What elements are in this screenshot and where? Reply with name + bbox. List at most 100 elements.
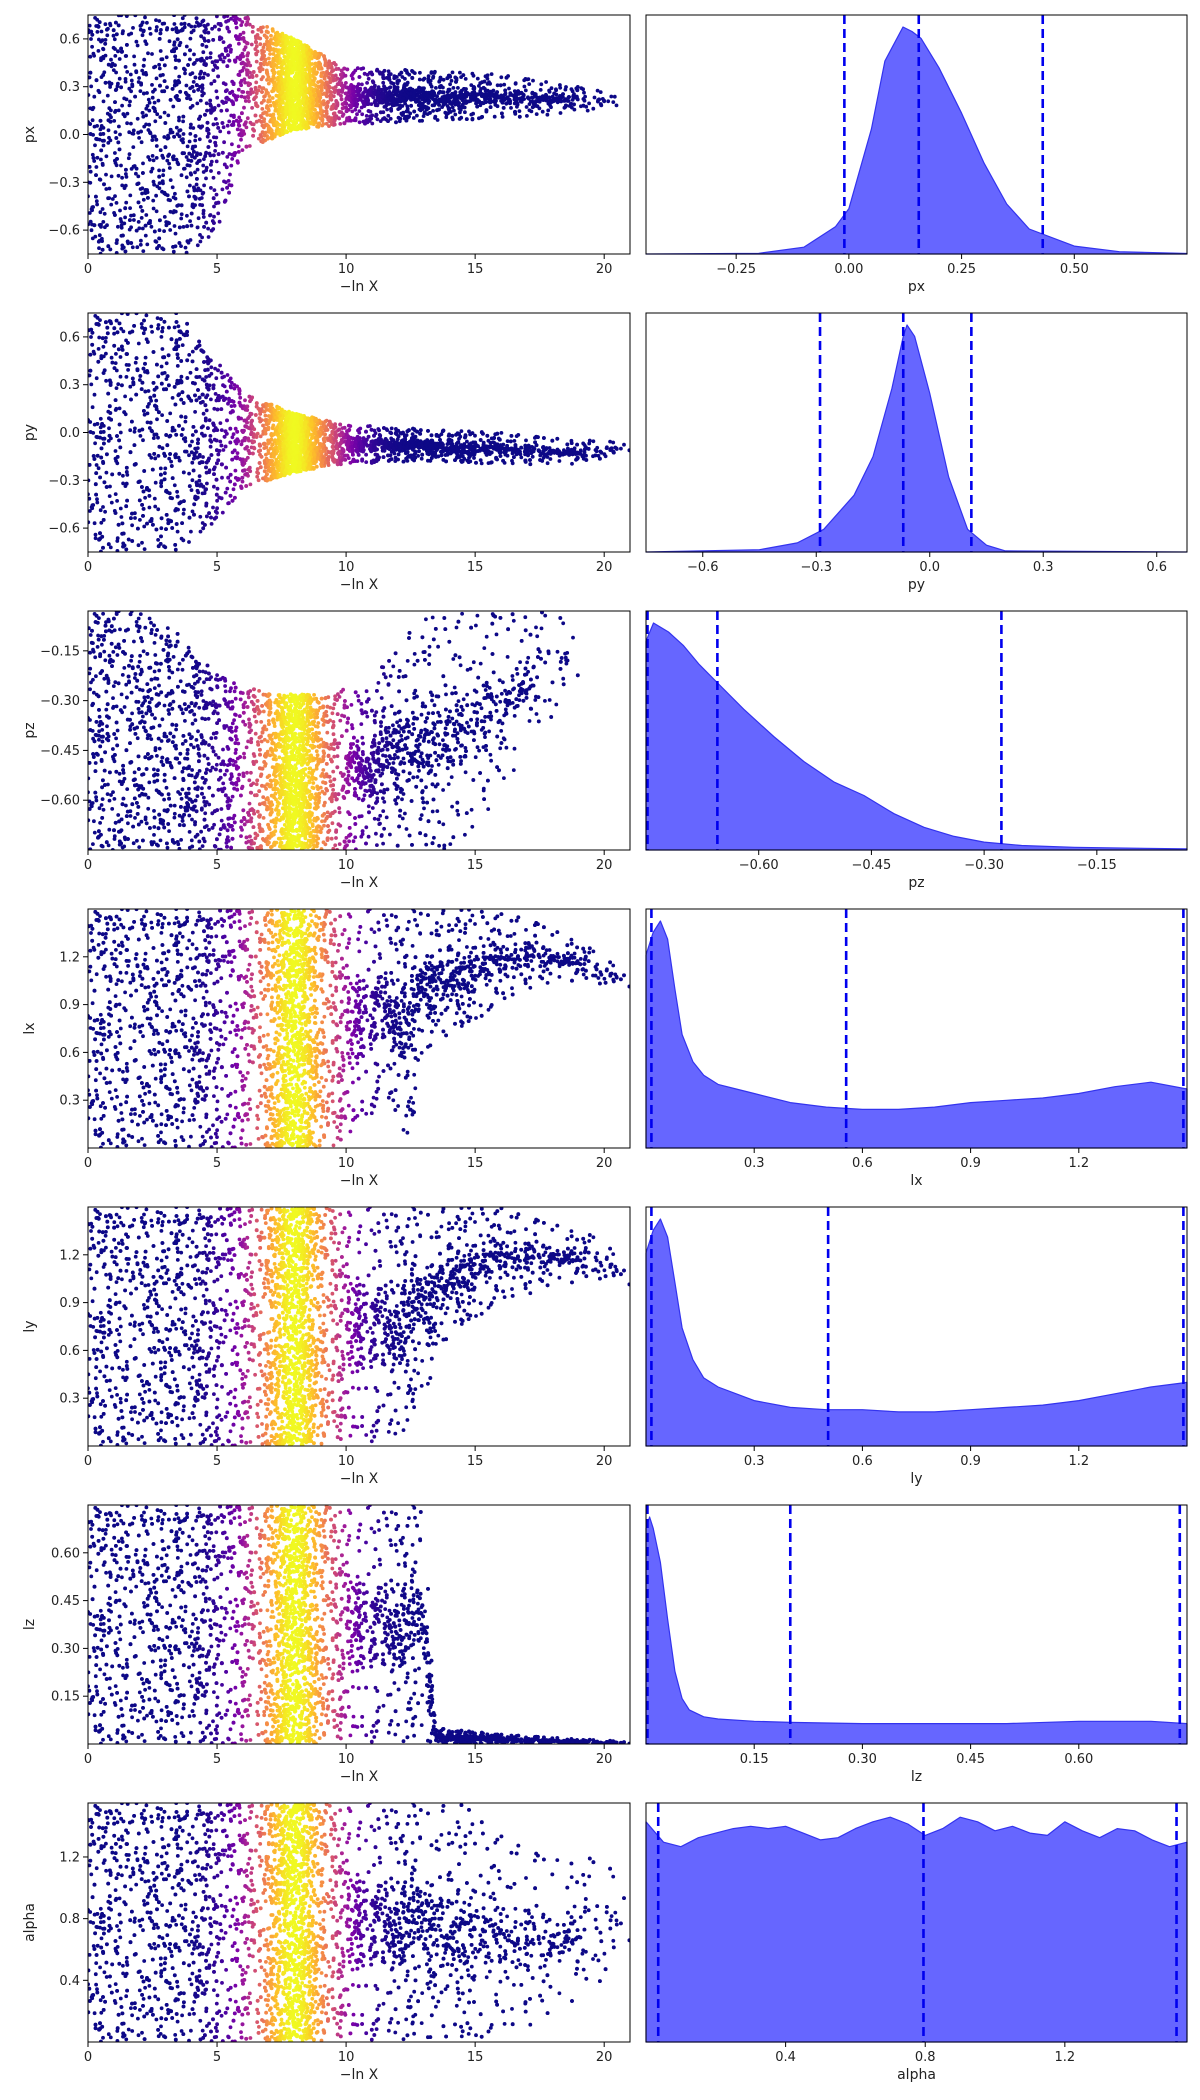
scatter-point bbox=[288, 86, 292, 91]
scatter-point bbox=[170, 87, 175, 91]
scatter-point bbox=[114, 201, 119, 205]
scatter-point bbox=[294, 43, 299, 48]
scatter-point bbox=[592, 95, 597, 100]
scatter-point bbox=[175, 94, 179, 98]
scatter-point bbox=[178, 40, 183, 45]
scatter-point bbox=[212, 79, 217, 83]
scatter-point bbox=[130, 245, 135, 250]
scatter-point bbox=[178, 128, 183, 133]
scatter-point bbox=[366, 76, 371, 81]
scatter-point bbox=[316, 55, 321, 60]
scatter-point bbox=[319, 79, 323, 83]
scatter-point bbox=[90, 44, 94, 49]
scatter-point bbox=[246, 60, 251, 65]
scatter-point bbox=[283, 85, 287, 90]
scatter-point bbox=[397, 78, 401, 83]
scatter-point bbox=[204, 176, 208, 181]
scatter-point bbox=[362, 102, 366, 107]
scatter-point bbox=[554, 87, 558, 92]
y-axis-label: px bbox=[22, 126, 38, 143]
scatter-point bbox=[249, 87, 254, 92]
scatter-point bbox=[307, 69, 312, 74]
scatter-point bbox=[386, 69, 391, 74]
scatter-point bbox=[417, 85, 421, 90]
scatter-point bbox=[277, 131, 282, 136]
scatter-point bbox=[195, 225, 200, 230]
scatter-point bbox=[205, 108, 209, 113]
scatter-point bbox=[172, 22, 177, 26]
scatter-point bbox=[549, 86, 554, 91]
scatter-point bbox=[239, 94, 244, 99]
scatter-point bbox=[134, 166, 139, 171]
scatter-point bbox=[203, 38, 207, 43]
scatter-point bbox=[240, 111, 244, 116]
scatter-point bbox=[88, 122, 92, 126]
scatter-point bbox=[409, 103, 413, 108]
scatter-point bbox=[430, 96, 434, 100]
scatter-point bbox=[226, 179, 231, 183]
scatter-point bbox=[131, 26, 135, 30]
scatter-point bbox=[357, 120, 362, 125]
scatter-point bbox=[225, 88, 229, 93]
scatter-point bbox=[166, 154, 171, 158]
scatter-point bbox=[100, 163, 105, 167]
scatter-point bbox=[304, 123, 309, 128]
scatter-point bbox=[287, 104, 292, 109]
scatter-point bbox=[149, 169, 154, 174]
scatter-point bbox=[229, 163, 234, 168]
scatter-point bbox=[230, 142, 234, 147]
scatter-point bbox=[235, 55, 240, 60]
scatter-point bbox=[201, 75, 206, 80]
scatter-point bbox=[609, 94, 614, 99]
scatter-point bbox=[438, 75, 443, 80]
scatter-point bbox=[537, 106, 542, 111]
scatter-point bbox=[198, 72, 203, 76]
scatter-point bbox=[188, 183, 192, 188]
scatter-point bbox=[533, 92, 538, 97]
scatter-point bbox=[210, 26, 215, 31]
scatter-point bbox=[88, 23, 92, 28]
scatter-point bbox=[456, 102, 461, 106]
scatter-point bbox=[157, 37, 162, 41]
scatter-point bbox=[241, 36, 246, 40]
scatter-point bbox=[171, 249, 176, 254]
scatter-point bbox=[88, 222, 91, 227]
scatter-point bbox=[245, 116, 250, 121]
scatter-point bbox=[245, 53, 250, 58]
scatter-point bbox=[225, 155, 230, 159]
scatter-point bbox=[184, 155, 189, 159]
scatter-point bbox=[129, 241, 134, 245]
scatter-point bbox=[168, 127, 173, 132]
scatter-point bbox=[238, 80, 243, 85]
scatter-point bbox=[106, 141, 111, 145]
scatter-point bbox=[106, 118, 111, 123]
scatter-point bbox=[118, 208, 122, 213]
scatter-point bbox=[154, 209, 159, 214]
scatter-point bbox=[198, 239, 203, 244]
scatter-point bbox=[123, 206, 128, 211]
scatter-point bbox=[323, 62, 328, 66]
scatter-point bbox=[193, 144, 198, 149]
scatter-point bbox=[103, 22, 108, 27]
scatter-point bbox=[224, 19, 229, 24]
scatter-point bbox=[154, 18, 158, 22]
y-tick-label: −0.6 bbox=[48, 224, 80, 239]
scatter-point bbox=[162, 89, 167, 94]
scatter-point bbox=[349, 118, 353, 123]
scatter-point bbox=[525, 114, 529, 118]
scatter-point bbox=[216, 152, 221, 156]
scatter-point bbox=[357, 109, 362, 113]
scatter-point bbox=[202, 183, 207, 188]
scatter-point bbox=[515, 97, 520, 101]
scatter-point bbox=[99, 56, 103, 60]
scatter-point bbox=[131, 164, 136, 169]
scatter-point bbox=[140, 68, 145, 73]
scatter-point bbox=[385, 107, 389, 112]
scatter-point bbox=[88, 169, 93, 174]
scatter-point bbox=[305, 44, 309, 49]
scatter-point bbox=[471, 73, 476, 78]
scatter-point bbox=[103, 38, 108, 42]
scatter-point bbox=[239, 133, 244, 138]
scatter-point bbox=[158, 115, 163, 119]
scatter-point bbox=[422, 76, 427, 81]
